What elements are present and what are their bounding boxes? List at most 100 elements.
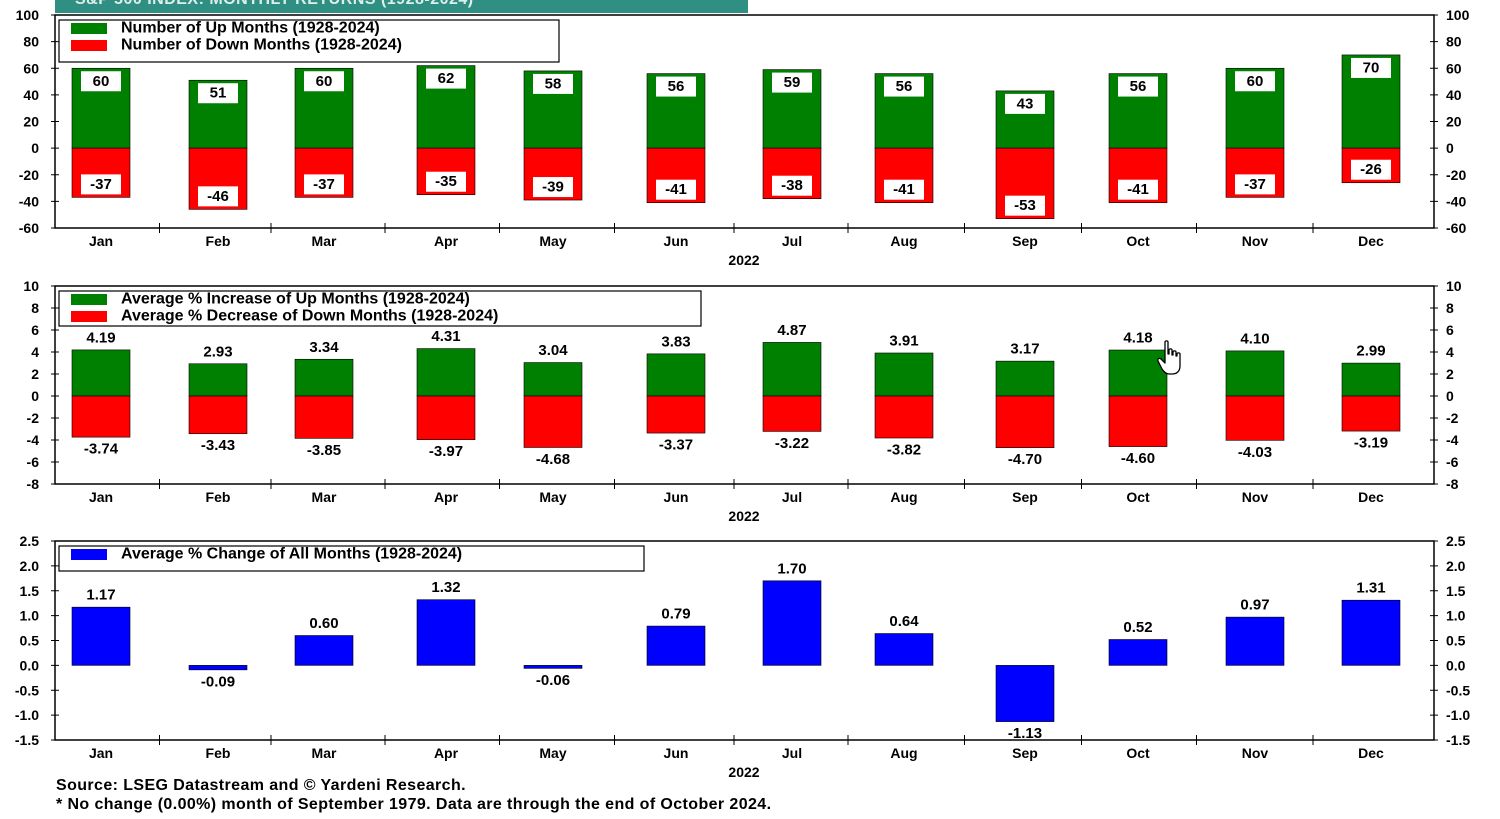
y-tick-label-right: 0 — [1446, 140, 1454, 156]
x-tick-label: Nov — [1242, 745, 1269, 761]
y-tick-label-right: -8 — [1446, 476, 1459, 492]
data-label-bg — [81, 71, 121, 92]
data-label-bg — [1235, 174, 1275, 195]
data-label: 2.99 — [1356, 343, 1385, 360]
data-label-bg — [426, 171, 466, 192]
legend-swatch — [71, 311, 107, 322]
x-tick-label: Feb — [206, 233, 231, 249]
data-label: 1.70 — [777, 560, 806, 577]
data-label-bg — [656, 76, 696, 97]
x-tick-label: Sep — [1012, 745, 1038, 761]
legend-swatch — [71, 23, 107, 34]
y-tick-label-right: 0.0 — [1446, 657, 1466, 673]
bar-dec-series-2 — [1341, 395, 1401, 432]
bar-apr-series-2 — [416, 395, 476, 440]
data-label: 0.79 — [661, 606, 690, 623]
y-tick-label-right: -40 — [1446, 193, 1466, 209]
data-label: -4.70 — [1008, 451, 1042, 468]
data-label: -0.09 — [201, 673, 235, 690]
bar-mar-series-1 — [294, 635, 354, 666]
x-tick-label: Jul — [782, 745, 802, 761]
data-label-bg — [1118, 76, 1158, 97]
data-label: 4.19 — [86, 329, 115, 346]
bar-jul-series-2 — [762, 395, 822, 432]
data-label: 4.87 — [777, 322, 806, 339]
bar-feb-series-1 — [188, 665, 248, 671]
y-tick-label-right: 2.0 — [1446, 558, 1466, 574]
data-label-bg — [884, 76, 924, 97]
data-label: 0.97 — [1240, 597, 1269, 614]
bar-jul-series-1 — [762, 342, 822, 397]
data-label: -35 — [435, 173, 457, 190]
data-label: 58 — [545, 75, 562, 92]
y-tick-label-right: -20 — [1446, 167, 1466, 183]
bar-mar-series-2 — [294, 395, 354, 439]
data-label: 3.34 — [309, 339, 339, 356]
data-label: -3.37 — [659, 437, 693, 454]
data-label: -4.68 — [536, 451, 570, 468]
y-tick-label-left: 6 — [31, 322, 39, 338]
bar-jun-series-2 — [646, 395, 706, 434]
data-label: -3.74 — [84, 441, 119, 458]
data-label-bg — [884, 179, 924, 200]
data-label: -3.97 — [429, 443, 463, 460]
bar-may-series-1 — [523, 362, 583, 397]
y-tick-label-left: 1.5 — [20, 583, 40, 599]
data-label: -37 — [1244, 176, 1266, 193]
data-label-bg — [1005, 93, 1045, 114]
y-tick-label-left: -4 — [27, 432, 40, 448]
data-label: 1.17 — [86, 587, 115, 604]
data-label-bg — [1005, 195, 1045, 216]
data-label: 56 — [896, 78, 913, 95]
data-label: 60 — [93, 73, 110, 90]
data-label: 0.64 — [889, 613, 919, 630]
data-label-bg — [533, 177, 573, 198]
bar-apr-series-1 — [416, 599, 476, 666]
x-tick-label: Mar — [312, 489, 337, 505]
x-tick-label: May — [539, 745, 566, 761]
bar-feb-series-1 — [188, 363, 248, 397]
x-tick-label: Mar — [312, 233, 337, 249]
x-tick-label: Feb — [206, 489, 231, 505]
legend-swatch — [71, 549, 107, 560]
y-tick-label-left: -0.5 — [15, 682, 39, 698]
y-tick-label-left: 0.5 — [20, 633, 40, 649]
legend-label: Average % Change of All Months (1928-202… — [121, 546, 462, 563]
bar-jan-series-1 — [71, 349, 131, 397]
data-label: 4.10 — [1240, 330, 1269, 347]
data-label: -39 — [542, 179, 564, 196]
data-label: 2.93 — [203, 343, 232, 360]
y-tick-label-left: 0 — [31, 140, 39, 156]
legend-label: Number of Down Months (1928-2024) — [121, 37, 402, 54]
x-tick-label: Aug — [890, 233, 917, 249]
footnote: * No change (0.00%) month of September 1… — [56, 796, 772, 813]
data-label: 62 — [438, 70, 455, 87]
y-tick-label-right: 2.5 — [1446, 533, 1466, 549]
y-tick-label-left: -20 — [19, 167, 39, 183]
data-label-bg — [772, 72, 812, 93]
data-label-bg — [1118, 179, 1158, 200]
data-label: -3.43 — [201, 437, 235, 454]
y-tick-label-left: 20 — [23, 114, 39, 130]
y-tick-label-left: 100 — [16, 7, 40, 23]
x-tick-label: Apr — [434, 489, 459, 505]
x-tick-label: Dec — [1358, 489, 1384, 505]
y-tick-label-right: -0.5 — [1446, 682, 1470, 698]
y-tick-label-left: -8 — [27, 476, 40, 492]
y-tick-label-left: -1.0 — [15, 707, 39, 723]
data-label-bg — [81, 174, 121, 195]
data-label: -41 — [1127, 181, 1149, 198]
bar-sep-series-1 — [995, 665, 1055, 722]
y-tick-label-left: -40 — [19, 193, 39, 209]
y-tick-label-left: -2 — [27, 410, 40, 426]
y-tick-label-right: 1.5 — [1446, 583, 1466, 599]
bar-nov-series-2 — [1225, 395, 1285, 441]
y-tick-label-right: 100 — [1446, 7, 1470, 23]
data-label: -37 — [313, 176, 335, 193]
data-label: -53 — [1014, 197, 1036, 214]
y-tick-label-right: -1.0 — [1446, 707, 1470, 723]
y-tick-label-right: 4 — [1446, 344, 1454, 360]
hand-cursor-icon — [1157, 340, 1181, 375]
y-tick-label-left: 1.0 — [20, 608, 40, 624]
